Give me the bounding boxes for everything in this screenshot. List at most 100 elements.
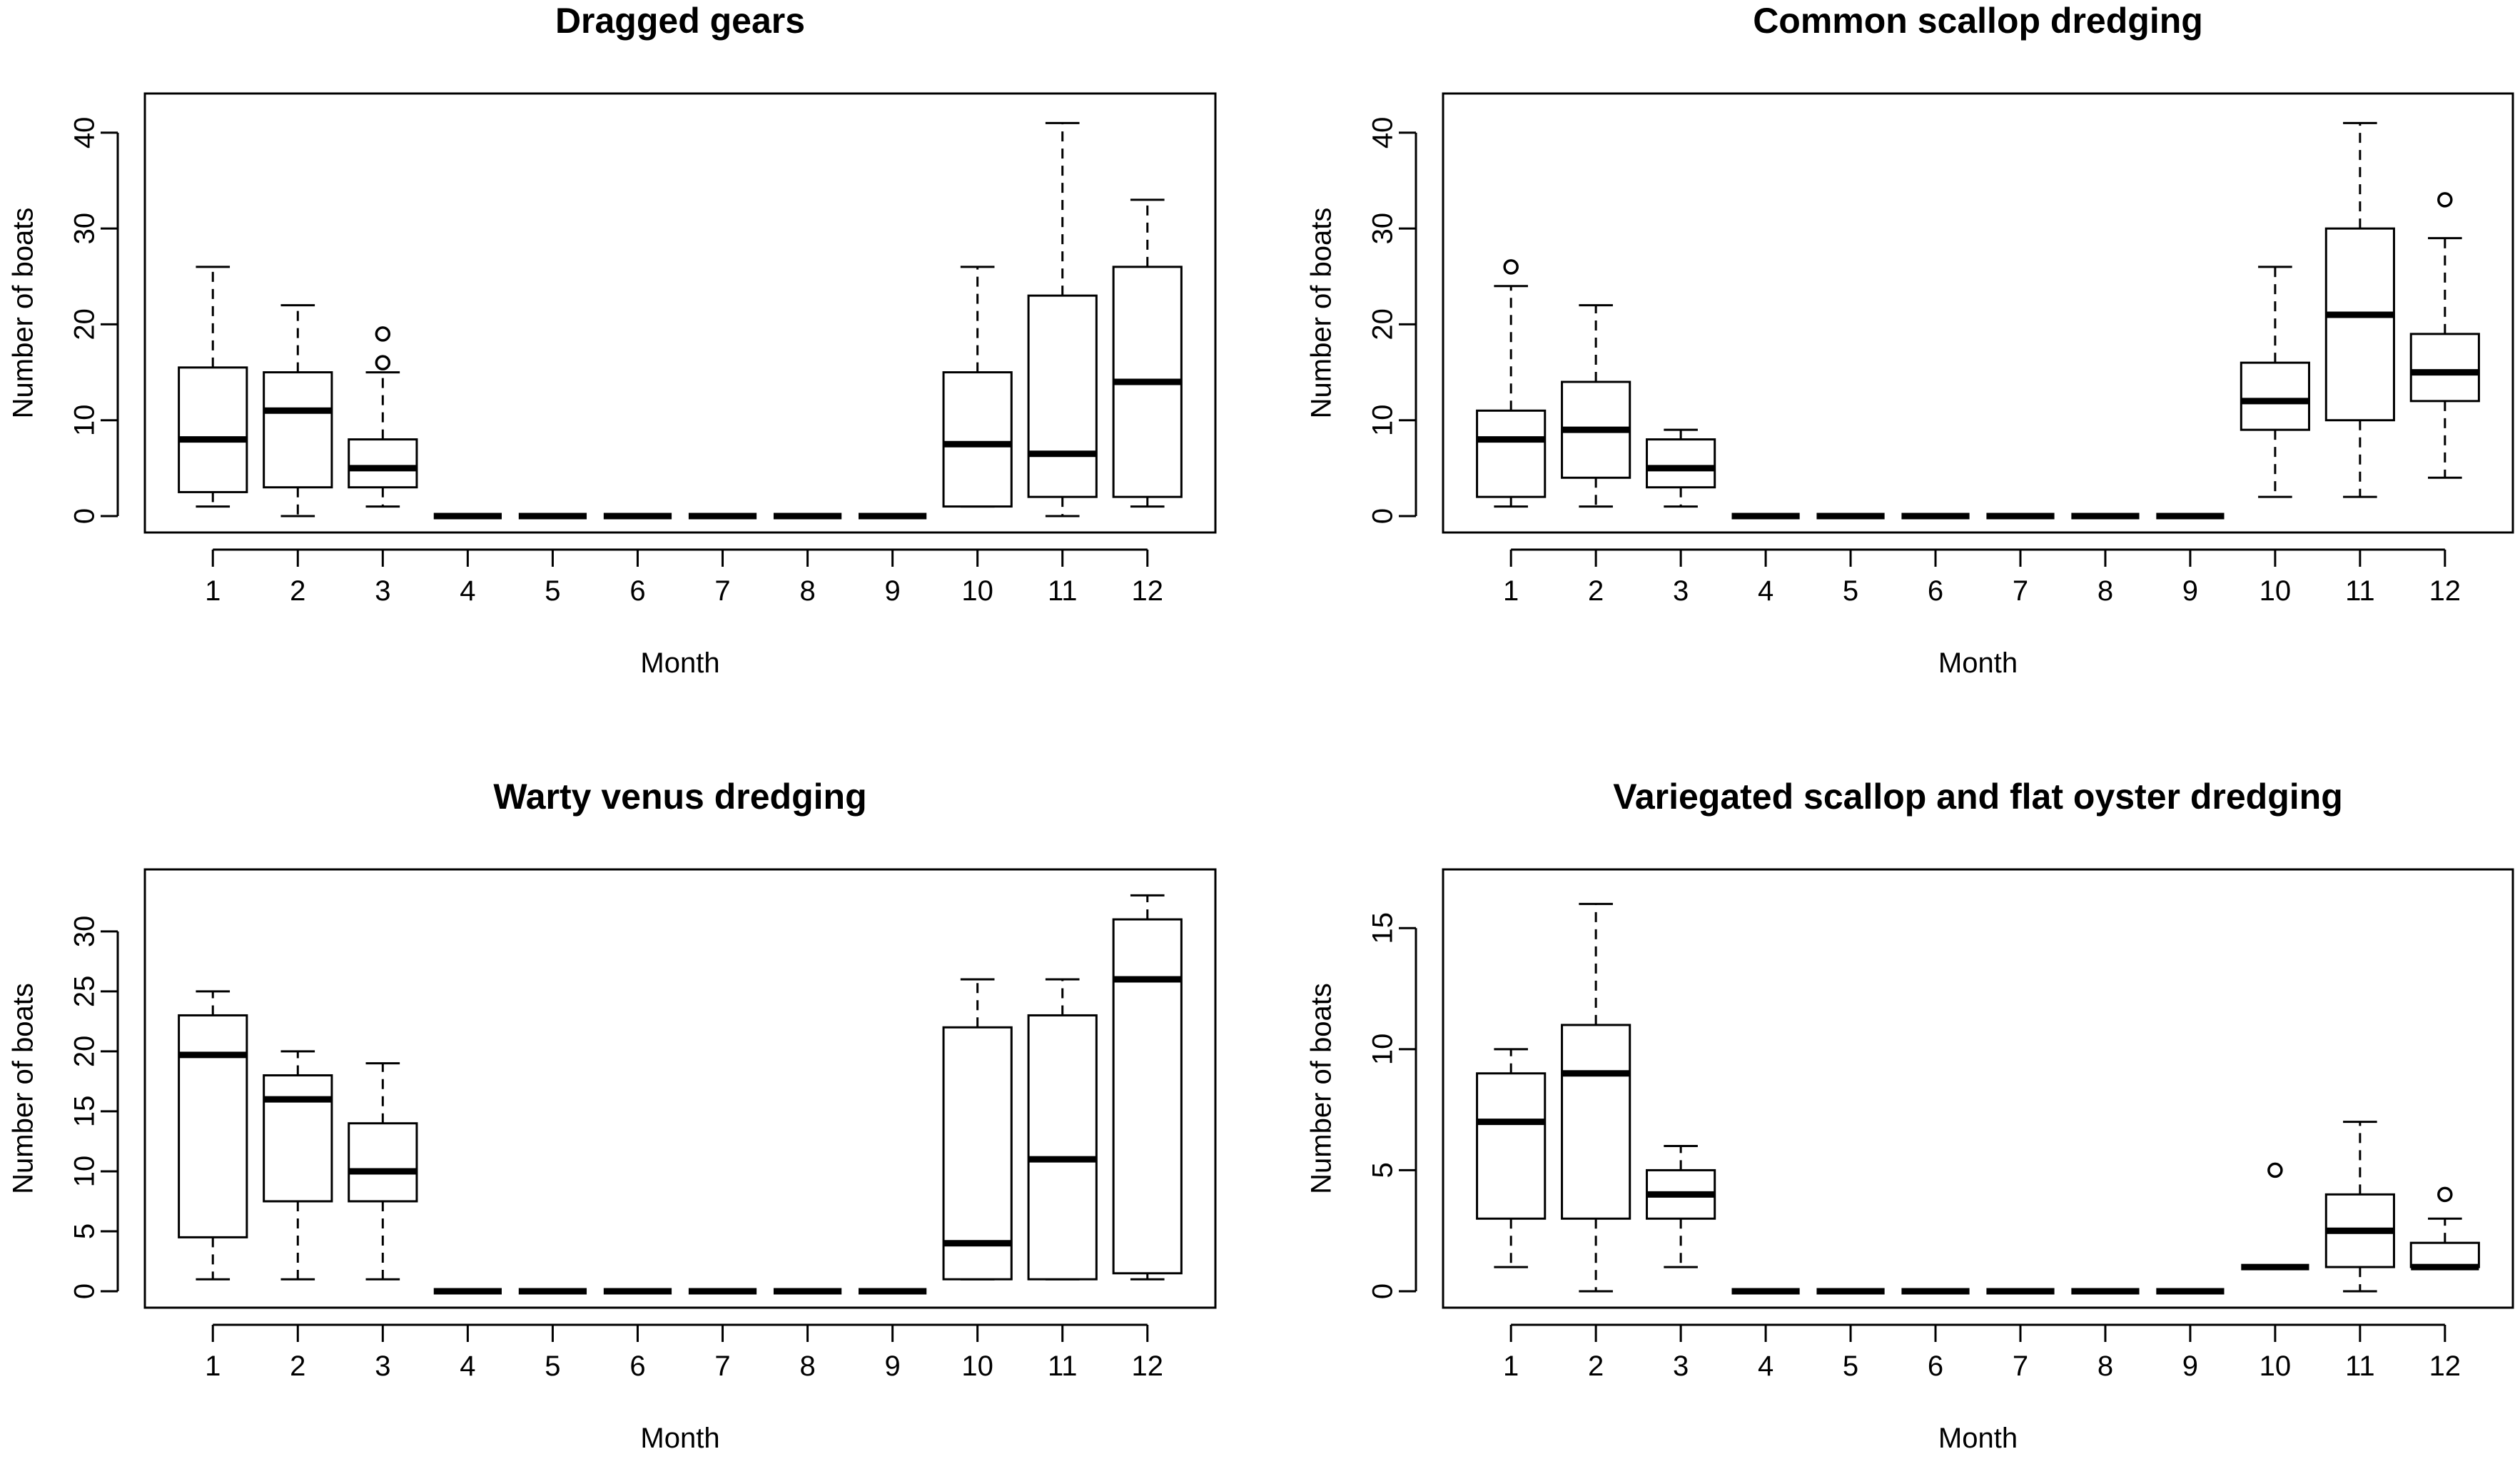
x-tick-label: 5 (1843, 575, 1858, 607)
box-month-1 (1476, 1048, 1547, 1268)
iqr-box (178, 1014, 248, 1238)
outlier-point (2437, 192, 2453, 208)
x-tick-label: 10 (961, 1351, 993, 1382)
x-tick-label: 10 (961, 575, 993, 607)
y-axis-label: Number of boats (8, 983, 39, 1194)
x-tick-label: 6 (629, 1351, 645, 1382)
box-month-3 (1646, 428, 1716, 508)
x-tick-label: 8 (2098, 575, 2113, 607)
x-tick-label: 8 (2098, 1351, 2113, 1382)
iqr-box (1561, 1024, 1631, 1220)
x-tick-label: 9 (2182, 575, 2198, 607)
box-month-2 (1561, 902, 1631, 1293)
box-month-1 (1476, 259, 1547, 508)
box-month-3 (1646, 1145, 1716, 1268)
x-tick-label: 11 (1048, 575, 1078, 607)
x-tick-label: 8 (799, 1351, 815, 1382)
chart-panel-4: Variegated scallop and flat oyster dredg… (1306, 777, 2514, 1454)
x-tick-label: 2 (290, 575, 305, 607)
y-tick-label: 30 (69, 916, 101, 948)
x-tick-label: 4 (460, 1351, 475, 1382)
box-month-11 (1027, 978, 1098, 1281)
plot-frame (143, 92, 1217, 534)
y-tick-label: 20 (69, 1036, 101, 1068)
x-tick-label: 4 (1758, 1351, 1773, 1382)
x-tick-label: 1 (1503, 575, 1519, 607)
plot-frame (143, 868, 1217, 1309)
y-tick-label: 40 (69, 117, 101, 149)
box-month-11 (2324, 121, 2395, 498)
x-tick-label: 11 (1048, 1351, 1078, 1382)
x-tick-label: 5 (1843, 1351, 1858, 1382)
y-tick-label: 0 (69, 1283, 101, 1299)
iqr-box (1476, 1072, 1547, 1220)
iqr-box (1027, 294, 1098, 498)
iqr-box (263, 371, 333, 489)
y-tick-label: 10 (1367, 1034, 1399, 1066)
outlier-point (2437, 1186, 2453, 1203)
y-tick-label: 30 (1367, 213, 1399, 245)
iqr-box (2409, 1241, 2480, 1268)
x-tick-label: 1 (1503, 1351, 1519, 1382)
iqr-box (942, 1026, 1013, 1281)
x-tick-label: 12 (1132, 575, 1164, 607)
x-tick-label: 6 (1928, 575, 1943, 607)
x-tick-label: 7 (714, 575, 730, 607)
box-month-12 (2409, 1186, 2480, 1271)
x-tick-label: 9 (884, 1351, 900, 1382)
iqr-box (2409, 333, 2480, 403)
y-tick-label: 15 (69, 1096, 101, 1128)
x-tick-label: 11 (2345, 1351, 2375, 1382)
box-month-11 (2324, 1121, 2395, 1293)
iqr-box (1112, 918, 1183, 1275)
y-axis-label: Number of boats (8, 208, 39, 419)
iqr-box (178, 366, 248, 493)
x-tick-label: 10 (2260, 575, 2292, 607)
box-month-2 (1561, 304, 1631, 508)
plot-frame (1442, 868, 2514, 1309)
box-month-2 (263, 1050, 333, 1281)
iqr-box (2324, 227, 2395, 422)
x-tick-label: 6 (1928, 1351, 1943, 1382)
y-tick-label: 25 (69, 976, 101, 1008)
x-axis-label: Month (1938, 1423, 2018, 1454)
x-tick-label: 11 (2345, 575, 2375, 607)
x-tick-label: 1 (205, 575, 221, 607)
chart-title: Warty venus dredging (493, 777, 866, 817)
x-tick-label: 8 (799, 575, 815, 607)
x-tick-label: 3 (375, 1351, 390, 1382)
y-tick-label: 30 (69, 213, 101, 245)
x-tick-label: 3 (375, 575, 390, 607)
x-tick-label: 5 (545, 1351, 560, 1382)
chart-title: Common scallop dredging (1753, 1, 2203, 41)
box-month-12 (1112, 894, 1183, 1281)
box-month-10 (2240, 266, 2310, 498)
iqr-box (1476, 409, 1547, 498)
y-tick-label: 5 (1367, 1162, 1399, 1178)
chart-title: Dragged gears (555, 1, 805, 41)
box-month-1 (178, 990, 248, 1281)
x-tick-label: 3 (1673, 575, 1689, 607)
y-tick-label: 20 (69, 308, 101, 340)
x-tick-label: 4 (460, 575, 475, 607)
y-axis-label: Number of boats (1306, 208, 1337, 419)
box-month-10 (942, 978, 1013, 1281)
iqr-box (1646, 438, 1716, 489)
box-month-10 (942, 266, 1013, 508)
iqr-box (942, 371, 1013, 508)
x-tick-label: 12 (2429, 575, 2461, 607)
x-axis-label: Month (1938, 647, 2018, 679)
x-tick-label: 2 (290, 1351, 305, 1382)
x-tick-label: 7 (2013, 1351, 2028, 1382)
x-tick-label: 4 (1758, 575, 1773, 607)
x-tick-label: 2 (1588, 1351, 1604, 1382)
y-tick-label: 0 (69, 508, 101, 524)
x-tick-label: 7 (714, 1351, 730, 1382)
x-tick-label: 1 (205, 1351, 221, 1382)
x-tick-label: 9 (884, 575, 900, 607)
outlier-point (2267, 1162, 2283, 1178)
x-tick-label: 3 (1673, 1351, 1689, 1382)
